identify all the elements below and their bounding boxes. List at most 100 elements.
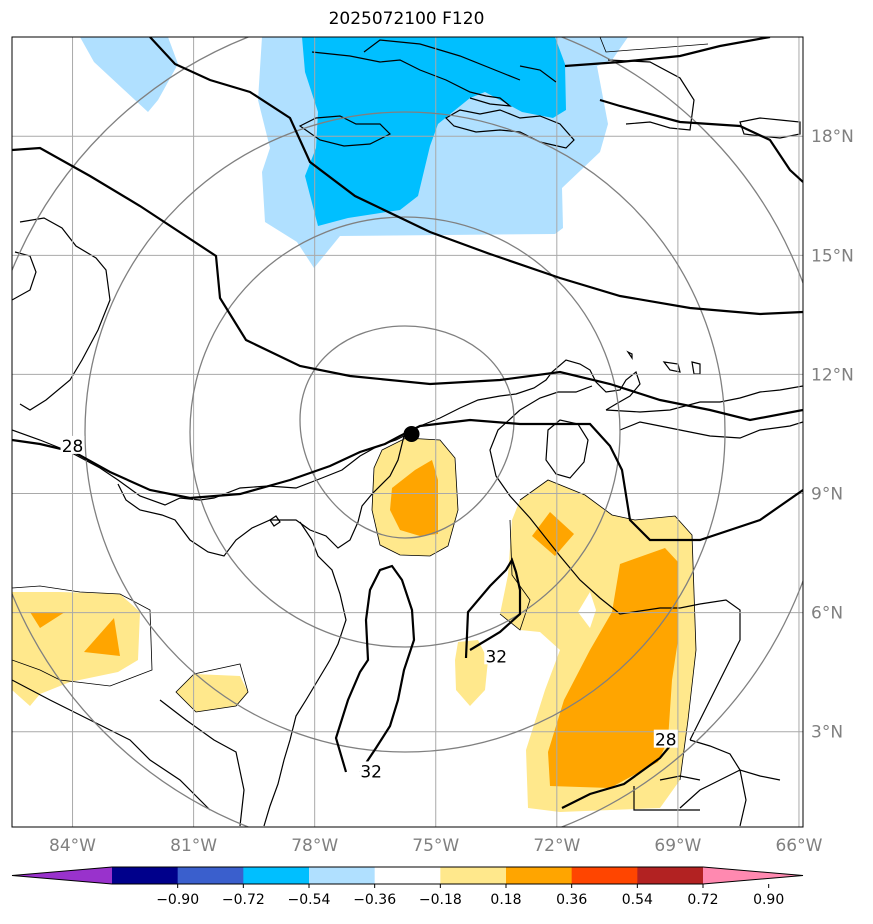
fill-yellow-east-small (455, 640, 488, 706)
coast-southwest (12, 679, 211, 811)
outline-center (371, 437, 459, 557)
colorbar-segment (374, 867, 441, 884)
colorbar-tick-label: −0.72 (222, 892, 265, 908)
contour-label: 28 (655, 731, 677, 751)
colorbar-segment (506, 867, 573, 884)
colorbar-tick-label: −0.90 (156, 892, 199, 908)
colorbar-segment (309, 867, 376, 884)
coast-maracaibo (545, 419, 589, 479)
coast-central-america (12, 429, 405, 506)
colorbar-tick-label: 0.72 (687, 892, 718, 908)
coast-ecuador (159, 699, 245, 827)
contour-32-east (464, 557, 522, 659)
colorbar-segment (571, 867, 638, 884)
coast-bahamas (363, 39, 557, 83)
lon-tick-label: 81°W (170, 836, 217, 856)
storm-center-marker (403, 425, 420, 442)
lon-tick-label: 75°W (412, 836, 459, 856)
colorbar: −0.90 −0.72 −0.54 −0.36 −0.18 0.18 0.36 0.54 0.7… (11, 866, 804, 908)
border-colombia-venezuela (489, 409, 741, 741)
contour-north-2 (12, 146, 803, 422)
colorbar-extend-high (703, 867, 803, 884)
fill-light-blue-nw (80, 37, 178, 112)
contour-28-north (149, 37, 803, 316)
coast-venezuela-east (619, 421, 803, 439)
contour-28-south (561, 745, 671, 809)
plot-frame (11, 36, 804, 828)
coast-jamaica (298, 115, 392, 147)
coast-colombia-north (403, 359, 641, 437)
contour-label-bg (653, 729, 678, 748)
contour-label-bg (484, 646, 509, 665)
colorbar-segment (177, 867, 244, 884)
colorbar-tick-label: 0.54 (622, 892, 653, 908)
coast-colombia-west (263, 521, 347, 827)
coast-panama (117, 435, 405, 557)
range-rings (12, 37, 803, 827)
lon-tick-labels: 84°W 81°W 78°W 75°W 72°W 69°W 66°W (49, 836, 823, 856)
lon-tick-label: 69°W (654, 836, 701, 856)
colorbar-segment (637, 867, 704, 884)
colorbar-tick-label: −0.18 (419, 892, 462, 908)
outline-east-inner (499, 519, 531, 631)
lat-tick-label: 6°N (811, 604, 843, 624)
contour-label-bg (60, 435, 85, 454)
coast-puerto-rico (607, 59, 695, 131)
colorbar-segment (440, 867, 507, 884)
contour-label-bg (359, 761, 384, 780)
colorbar-tick-label: −0.36 (353, 892, 396, 908)
contour-north-4 (599, 98, 803, 183)
coast-panama-small (269, 515, 281, 527)
fill-orange-east (548, 548, 678, 788)
lon-tick-label: 78°W (291, 836, 338, 856)
lat-tick-labels: 3°N 6°N 9°N 12°N 15°N 18°N (811, 127, 854, 742)
fill-blue-north (302, 37, 566, 226)
fill-yellow-southwest (176, 674, 248, 712)
range-ring-1 (299, 325, 515, 539)
colorbar-tick-label: 0.90 (753, 892, 784, 908)
contour-labels: 28 32 32 28 (60, 435, 678, 782)
colorbar-outline (11, 866, 804, 885)
anomaly-fills (12, 37, 696, 812)
coast-cuba-east (311, 51, 512, 107)
fill-orange-east-small (532, 512, 574, 556)
coast-cuba (12, 217, 111, 411)
fill-orange-center (390, 460, 438, 536)
lat-tick-label: 18°N (811, 127, 854, 147)
colorbar-segment (112, 867, 179, 884)
contour-32-south (334, 564, 416, 773)
lat-tick-label: 3°N (811, 723, 843, 743)
fill-orange-west-2 (84, 618, 120, 656)
chart-title: 2025072100 F120 (328, 9, 485, 29)
fill-white-gap (578, 592, 596, 628)
colorbar-tick-label: 0.18 (490, 892, 521, 908)
colorbar-extend-low (12, 867, 112, 884)
fill-yellow-west (12, 592, 140, 706)
border-brazil (689, 739, 747, 827)
lat-tick-label: 9°N (811, 485, 843, 505)
coast-venezuela (519, 385, 803, 413)
lat-tick-label: 15°N (811, 246, 854, 266)
colorbar-tick-label: −0.54 (288, 892, 331, 908)
contour-label: 32 (485, 647, 507, 667)
coast-hispaniola (445, 109, 575, 149)
colorbar-segment (243, 867, 310, 884)
range-ring-2 (189, 216, 621, 648)
outline-east (519, 479, 697, 781)
lon-tick-label: 72°W (533, 836, 580, 856)
contour-label: 28 (62, 437, 84, 457)
fill-orange-west-1 (30, 612, 65, 628)
range-ring-3 (84, 111, 726, 753)
outline-north (599, 37, 709, 53)
lon-tick-label: 66°W (775, 836, 822, 856)
contour-north-3 (564, 37, 771, 68)
coast-guyana (679, 769, 781, 809)
colorbar-tick-label: 0.36 (556, 892, 587, 908)
lon-tick-label: 84°W (49, 836, 96, 856)
coast-lesser-antilles (739, 117, 801, 139)
outline-west (12, 585, 153, 687)
coastlines (12, 39, 803, 827)
contour-label: 32 (360, 762, 382, 782)
coast-islands-east (626, 350, 701, 375)
